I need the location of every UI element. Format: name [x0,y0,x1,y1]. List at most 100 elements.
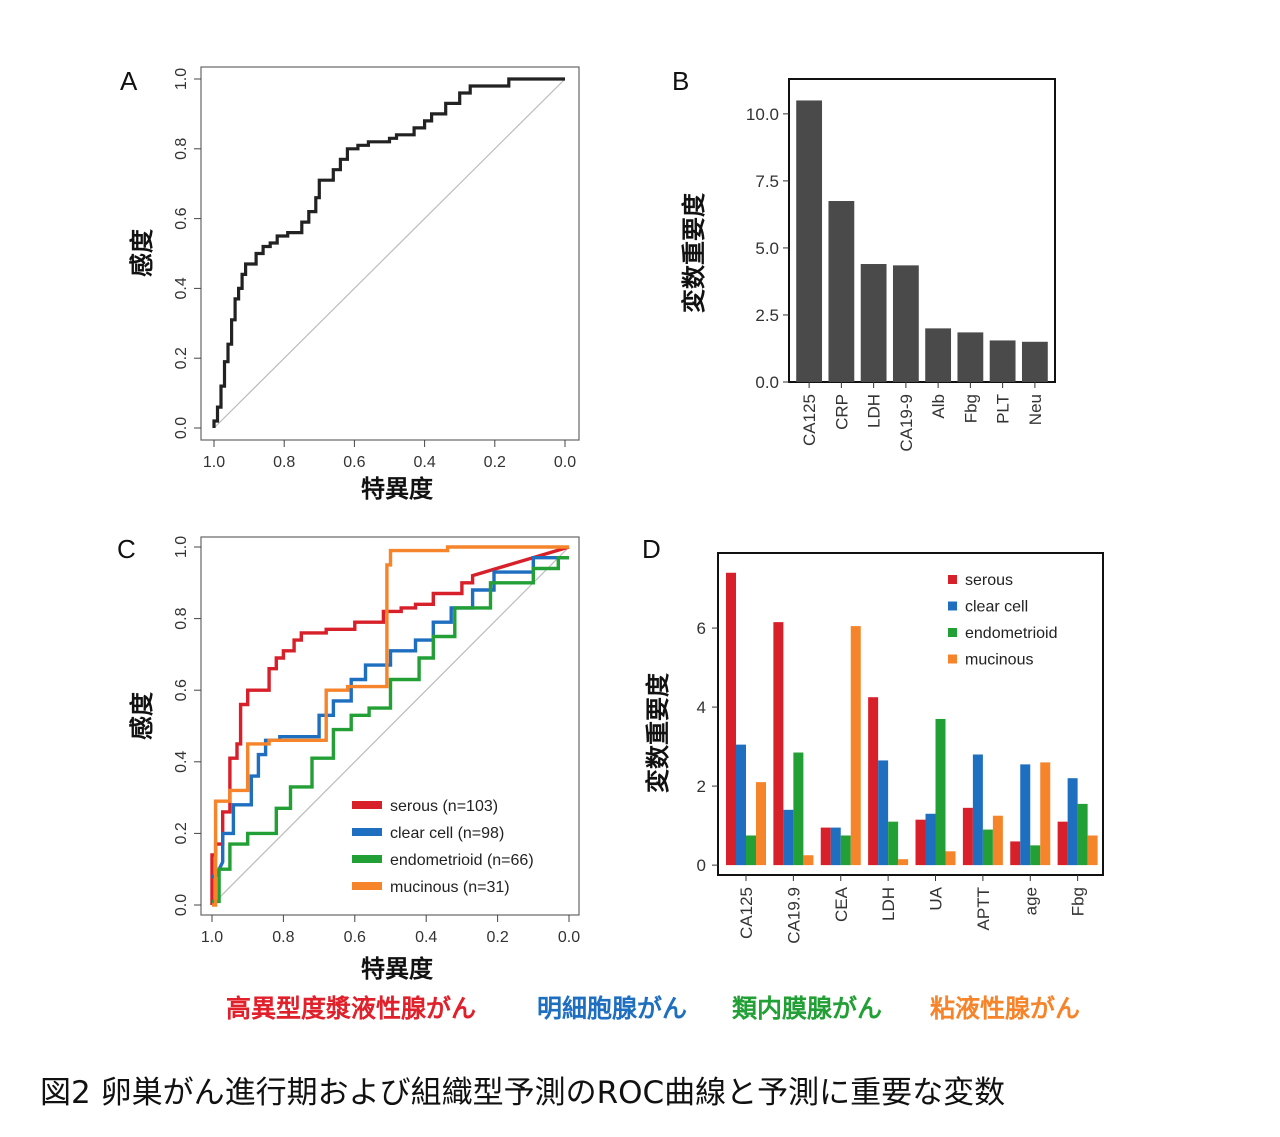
legend-label-endometrioid: endometrioid (n=66) [390,852,534,869]
panel-a-ytick-label: 0.2 [173,347,190,369]
bar-clear_cell-cea [830,827,841,866]
legend-swatch-endometrioid [948,628,957,637]
roc-curve-endometrioid [212,556,569,904]
panel-d-xtick-label: CA19.9 [784,887,803,944]
bar-clear_cell-ua [925,813,936,866]
histology-label-clear-cell: 明細胞腺がん [537,994,687,1023]
legend-label-mucinous: mucinous (n=31) [390,879,510,896]
bar-endometrioid-age [1030,845,1041,866]
panel-d-frame [717,552,1104,876]
panel-a-ylabel: 感度 [128,228,156,277]
panel-b-xtick-label: CA125 [800,394,819,446]
legend-swatch-endometrioid [352,855,382,863]
bar-serous-ua [915,819,926,866]
panel-a-xtick-label: 0.4 [413,454,435,471]
panel-a-xtick-label: 0.2 [484,454,506,471]
panel-c-frame [200,536,580,916]
panel-d-xtick-label: APTT [974,887,993,930]
legend-swatch-serous [352,801,382,809]
panel-d-grouped-bar-chart: 0 2 4 6 CA125 CA19.9 CEA LDH UA APTT age Fbg serous c… [697,552,1104,944]
panel-c-ytick-label: 0.2 [173,822,190,844]
legend-swatch-serous [948,575,957,584]
panel-a-ytick-label: 0.6 [173,207,190,229]
bar-serous-age [1010,841,1021,866]
panel-b-xtick-label: Alb [929,394,948,419]
bar-plt [989,340,1016,382]
panel-d-ytick-label: 2 [697,777,706,796]
bar-mucinous-ca19-9 [803,855,814,866]
bar-endometrioid-ua [935,718,946,866]
panel-b-ytick-label: 2.5 [755,306,779,325]
panel-c-xtick-label: 0.6 [344,929,366,946]
bar-crp [828,201,855,382]
bar-ca19-9 [892,265,919,382]
panel-c-ytick-label: 0.8 [173,607,190,629]
bar-endometrioid-ca19-9 [793,752,804,866]
panel-b-xtick-label: CA19-9 [897,394,916,452]
panel-d-ytick-label: 6 [697,619,706,638]
panel-c-xtick-label: 1.0 [201,929,223,946]
panel-label-a: A [120,66,138,96]
legend-swatch-mucinous [352,882,382,890]
panel-b-frame [788,78,1056,383]
legend-label-mucinous: mucinous [965,652,1033,669]
bar-neu [1021,341,1048,382]
bar-serous-cea [820,827,831,866]
panel-a-frame [200,66,580,441]
bar-mucinous-aptt [992,815,1003,866]
bar-mucinous-cea [850,626,861,866]
histology-label-mucinous: 粘液性腺がん [930,994,1080,1023]
bar-endometrioid-ca125 [746,835,756,866]
bar-endometrioid-ldh [888,821,899,866]
bar-clear_cell-ca19-9 [783,809,794,866]
legend-swatch-clear_cell [352,828,382,836]
panel-d-ylabel: 変数重要度 [644,672,672,793]
bar-endometrioid-fbg [1077,803,1088,866]
panel-d-ytick-label: 0 [697,856,706,875]
panel-label-c: C [117,534,136,564]
bar-clear_cell-ldh [878,760,889,866]
bar-mucinous-ua [945,851,956,866]
panel-b-ytick-label: 7.5 [755,172,779,191]
panel-b-ytick-label: 10.0 [746,105,779,124]
panel-c-xtick-label: 0.2 [486,929,508,946]
histology-label-endometrioid: 類内膜腺がん [732,994,882,1023]
bar-clear_cell-aptt [972,754,983,866]
panel-c-roc-chart: 1.0 0.8 0.6 0.4 0.2 0.0 0.0 0.2 0.4 0.6 0.8 1.0 sero… [173,536,580,946]
bar-mucinous-ca125 [756,782,766,866]
panel-d-ytick-label: 4 [697,698,706,717]
panel-a-ytick-label: 1.0 [173,68,190,90]
bar-clear_cell-fbg [1067,778,1078,866]
roc-curve-mucinous [212,545,569,907]
panel-d-xtick-label: UA [927,886,946,910]
panel-a-ytick-label: 0.4 [173,277,190,299]
panel-b-xtick-label: PLT [994,394,1013,424]
panel-c-xtick-label: 0.8 [272,929,294,946]
panel-b-ylabel: 変数重要度 [680,192,708,313]
panel-c-ytick-label: 0.4 [173,751,190,773]
panel-c-ylabel: 感度 [128,691,156,740]
panel-b-xtick-label: CRP [832,394,851,430]
bar-endometrioid-aptt [982,829,993,866]
panel-a-ytick-label: 0.0 [173,417,190,439]
panel-d-xtick-label: age [1021,887,1040,915]
panel-label-b: B [672,66,689,96]
panel-b-xtick-label: Neu [1026,394,1045,425]
panel-d-xtick-label: CA125 [737,887,756,939]
panel-a-ytick-label: 0.8 [173,138,190,160]
panel-label-d: D [642,534,661,564]
panel-a-roc-chart: 1.0 0.8 0.6 0.4 0.2 0.0 0.0 0.2 0.4 0.6 0.8 1.0 [173,66,580,471]
panel-c-diagonal-line [211,546,570,906]
panel-c-ytick-label: 1.0 [173,536,190,558]
panel-a-xtick-label: 0.0 [554,454,576,471]
panel-b-ytick-label: 0.0 [755,373,779,392]
legend-label-serous: serous [965,572,1013,589]
bar-ldh [860,264,887,382]
panel-b-ytick-label: 5.0 [755,239,779,258]
panel-c-xtick-label: 0.0 [558,929,580,946]
roc-curve-serous [210,545,570,905]
panel-d-xtick-label: LDH [879,887,898,921]
panel-d-xtick-label: CEA [832,886,851,922]
panel-a-diagonal-line [213,78,566,429]
